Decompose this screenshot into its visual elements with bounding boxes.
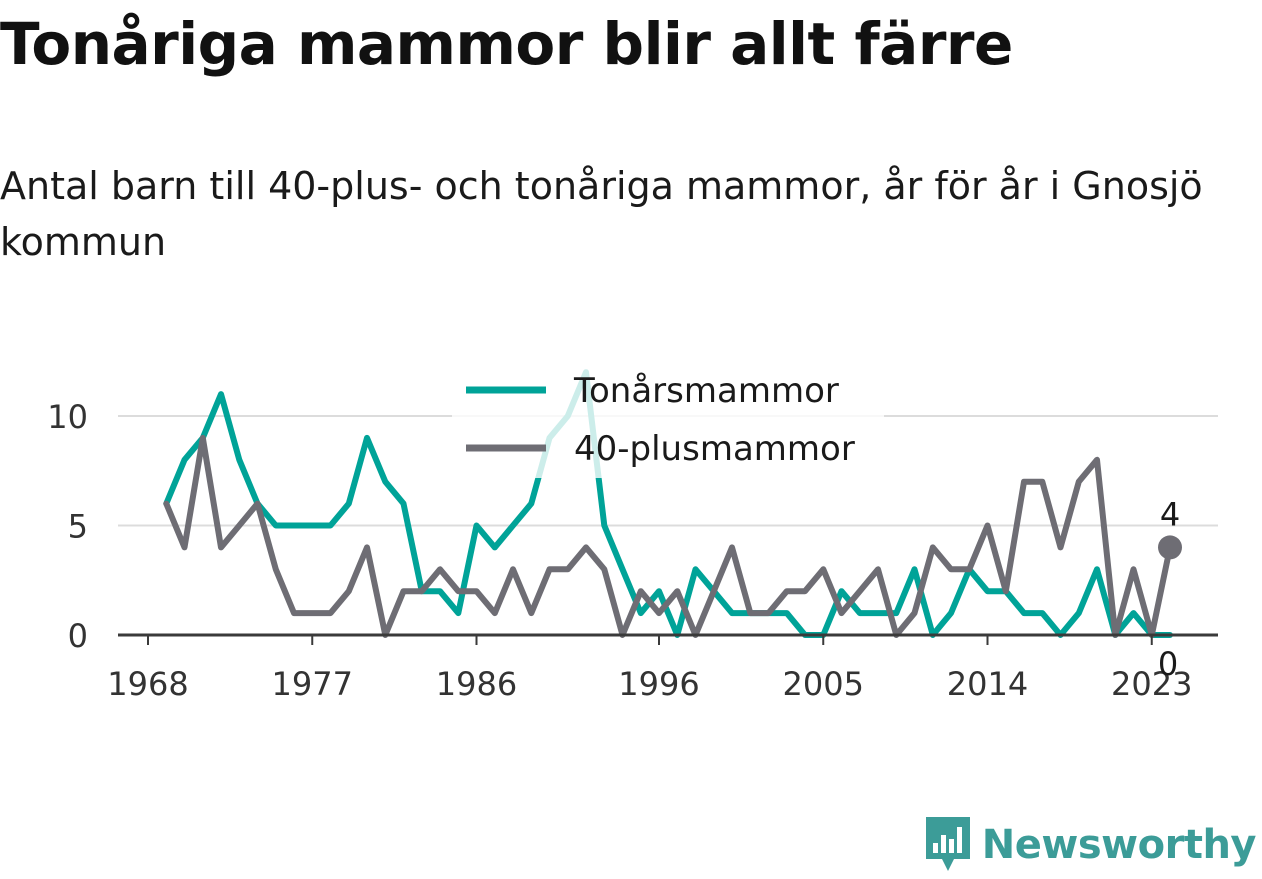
- chart-title: Tonåriga mammor blir allt färre: [0, 10, 1013, 78]
- x-tick-label: 2005: [783, 665, 864, 703]
- end-value-label-teen: 0: [1158, 645, 1178, 683]
- legend: Tonårsmammor 40-plusmammor: [452, 358, 884, 478]
- x-axis: [118, 633, 1218, 645]
- legend-label-2: 40-plusmammor: [574, 429, 855, 469]
- series-line-2: [163, 434, 1173, 638]
- y-tick-label: 10: [47, 398, 88, 436]
- y-tick-label: 0: [68, 617, 88, 655]
- x-tick-label: 2023: [1111, 665, 1192, 703]
- bar-chart-badge-icon: [925, 817, 970, 871]
- legend-background: [452, 358, 884, 478]
- chart-subtitle: Antal barn till 40-plus- och tonåriga ma…: [0, 164, 1203, 264]
- end-value-label-40-plus: 4: [1160, 495, 1180, 533]
- legend-label-1: Tonårsmammor: [573, 371, 839, 411]
- x-tick-label: 1977: [272, 665, 353, 703]
- x-tick-label: 1986: [436, 665, 517, 703]
- x-tick-label: 1968: [107, 665, 188, 703]
- axis-labels: 0 5 10 1968 1977 1986 1996 2005 2014 2023 4 0: [47, 398, 1192, 703]
- brand-logo: Newsworthy: [924, 817, 1257, 873]
- x-tick-label: 2014: [947, 665, 1028, 703]
- end-marker-40-plus: [1158, 535, 1182, 560]
- x-tick-label: 1996: [618, 665, 699, 703]
- series-lines: [163, 369, 1182, 638]
- brand-name: Newsworthy: [981, 822, 1257, 868]
- y-tick-label: 5: [68, 508, 88, 546]
